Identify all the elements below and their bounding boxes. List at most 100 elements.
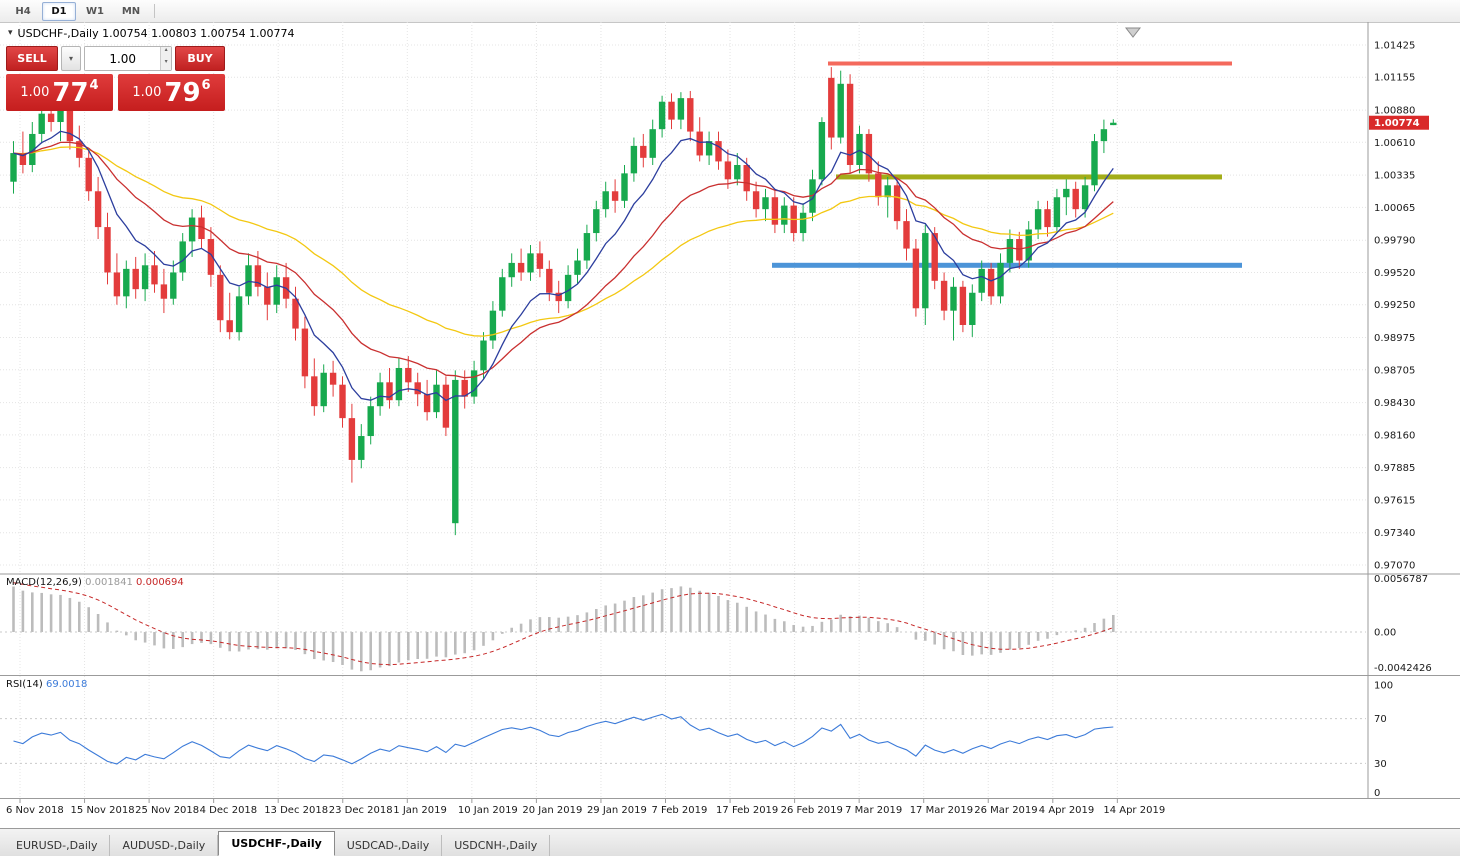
- svg-text:17 Mar 2019: 17 Mar 2019: [910, 805, 973, 816]
- buy-price-big: 79: [164, 77, 201, 108]
- support-line-blue[interactable]: [772, 262, 1242, 268]
- mid-level-line-olive[interactable]: [836, 174, 1222, 180]
- horizontal-level-lines[interactable]: [772, 61, 1242, 268]
- fast-ma-blue: [13, 130, 1114, 402]
- svg-text:0.97615: 0.97615: [1374, 495, 1415, 506]
- macd-panel: 0.0056787 0.00 -0.0042426: [0, 574, 1432, 674]
- sell-price-display[interactable]: 1.00 77 4: [6, 74, 113, 111]
- svg-text:25 Nov 2018: 25 Nov 2018: [135, 805, 199, 816]
- rsi-line: [13, 713, 1114, 765]
- macd-value: 0.001841: [85, 577, 133, 588]
- svg-text:14 Apr 2019: 14 Apr 2019: [1103, 805, 1165, 816]
- svg-text:1.00335: 1.00335: [1374, 171, 1415, 182]
- chart-tab-audusd[interactable]: AUDUSD-,Daily: [110, 835, 219, 856]
- svg-text:0.98160: 0.98160: [1374, 430, 1415, 441]
- volume-field: ▴ ▾: [84, 46, 172, 71]
- buy-price-sup: 6: [201, 78, 211, 93]
- svg-text:4 Dec 2018: 4 Dec 2018: [200, 805, 258, 816]
- rsi-panel: 100 70 30 0: [0, 681, 1393, 799]
- svg-text:0.98430: 0.98430: [1374, 398, 1415, 409]
- buy-button[interactable]: BUY: [175, 46, 225, 71]
- svg-text:29 Jan 2019: 29 Jan 2019: [587, 805, 647, 816]
- grid: [0, 22, 1366, 798]
- chart-tab-usdcad[interactable]: USDCAD-,Daily: [335, 835, 443, 856]
- toolbar-separator: [154, 4, 155, 18]
- volume-decrement-button[interactable]: ▾: [161, 58, 171, 70]
- current-price-tag: [1369, 115, 1429, 130]
- svg-text:23 Dec 2018: 23 Dec 2018: [329, 805, 393, 816]
- svg-text:0.98705: 0.98705: [1374, 365, 1415, 376]
- svg-text:0.98975: 0.98975: [1374, 333, 1415, 344]
- svg-text:30: 30: [1374, 759, 1387, 770]
- svg-text:1.00880: 1.00880: [1374, 106, 1415, 117]
- buy-price-prefix: 1.00: [132, 85, 162, 100]
- chart-shift-marker[interactable]: [1124, 27, 1142, 38]
- timeframe-button-h4[interactable]: H4: [15, 5, 31, 17]
- timeframe-toolbar: H4 D1 W1 MN: [0, 0, 1460, 23]
- sell-price-prefix: 1.00: [20, 85, 50, 100]
- sell-price-big: 77: [52, 77, 89, 108]
- chart-canvas[interactable]: 0.00567870.00-0.0042426100703001.014251.…: [0, 22, 1460, 828]
- svg-text:26 Mar 2019: 26 Mar 2019: [974, 805, 1037, 816]
- svg-text:0.99790: 0.99790: [1374, 236, 1415, 247]
- rsi-value: 69.0018: [45, 679, 88, 690]
- svg-text:0: 0: [1374, 788, 1380, 799]
- volume-increment-button[interactable]: ▴: [161, 47, 171, 59]
- timeframe-button-d1[interactable]: D1: [42, 1, 76, 21]
- svg-text:0.99250: 0.99250: [1374, 300, 1415, 311]
- chart-tab-usdchf[interactable]: USDCHF-,Daily: [218, 831, 335, 856]
- svg-text:-0.0042426: -0.0042426: [1374, 663, 1432, 674]
- chart-tab-usdcnh[interactable]: USDCNH-,Daily: [442, 835, 551, 856]
- price-axis[interactable]: 1.01425 1.01155 1.00880 1.00610 1.00335 1.000…: [1369, 41, 1429, 572]
- one-click-collapse-icon[interactable]: ▾: [8, 28, 13, 38]
- svg-text:100: 100: [1374, 681, 1393, 692]
- svg-text:1.00774: 1.00774: [1374, 118, 1420, 129]
- moving-averages: [13, 130, 1114, 402]
- slow-ma-yellow: [13, 146, 1114, 337]
- svg-text:1.00610: 1.00610: [1374, 138, 1415, 149]
- svg-text:0.00: 0.00: [1374, 628, 1396, 639]
- buy-price-display[interactable]: 1.00 79 6: [118, 74, 225, 111]
- macd-signal-value: 0.000694: [136, 577, 184, 588]
- timeframe-button-mn[interactable]: MN: [121, 5, 141, 17]
- sell-price-sup: 4: [89, 78, 99, 93]
- svg-text:20 Jan 2019: 20 Jan 2019: [522, 805, 582, 816]
- macd-signal-line: [13, 582, 1114, 666]
- svg-text:1.00065: 1.00065: [1374, 203, 1415, 214]
- svg-text:15 Nov 2018: 15 Nov 2018: [71, 805, 135, 816]
- rsi-name: RSI(14): [6, 679, 43, 690]
- candlesticks: [10, 67, 1117, 536]
- svg-text:0.97340: 0.97340: [1374, 528, 1415, 539]
- svg-text:0.97070: 0.97070: [1374, 560, 1415, 571]
- timeframe-button-w1[interactable]: W1: [86, 5, 104, 17]
- symbol-ohlc-info: ▾ USDCHF-,Daily 1.00754 1.00803 1.00754 …: [8, 27, 295, 40]
- time-axis[interactable]: 6 Nov 2018 15 Nov 2018 25 Nov 2018 4 Dec 20…: [6, 799, 1165, 816]
- svg-text:4 Apr 2019: 4 Apr 2019: [1039, 805, 1094, 816]
- volume-spinner: ▴ ▾: [160, 47, 171, 70]
- svg-text:0.99520: 0.99520: [1374, 268, 1415, 279]
- resistance-line-red[interactable]: [828, 61, 1232, 66]
- medium-ma-red: [13, 141, 1114, 379]
- svg-text:1 Jan 2019: 1 Jan 2019: [393, 805, 447, 816]
- volume-dropdown-button[interactable]: ▾: [61, 46, 81, 71]
- svg-text:0.97885: 0.97885: [1374, 463, 1415, 474]
- ohlc-text: USDCHF-,Daily 1.00754 1.00803 1.00754 1.…: [17, 27, 295, 40]
- chevron-down-icon: ▾: [68, 54, 73, 63]
- svg-text:17 Feb 2019: 17 Feb 2019: [716, 805, 778, 816]
- svg-text:13 Dec 2018: 13 Dec 2018: [264, 805, 328, 816]
- svg-text:70: 70: [1374, 714, 1387, 725]
- svg-text:0.0056787: 0.0056787: [1374, 574, 1428, 585]
- svg-text:1.01425: 1.01425: [1374, 41, 1415, 52]
- chart-tab-eurusd[interactable]: EURUSD-,Daily: [4, 835, 111, 856]
- macd-label: MACD(12,26,9) 0.001841 0.000694: [6, 577, 184, 588]
- svg-text:1.01155: 1.01155: [1374, 73, 1415, 84]
- svg-text:7 Feb 2019: 7 Feb 2019: [652, 805, 708, 816]
- sell-button[interactable]: SELL: [6, 46, 58, 71]
- svg-text:26 Feb 2019: 26 Feb 2019: [781, 805, 843, 816]
- svg-text:6 Nov 2018: 6 Nov 2018: [6, 805, 64, 816]
- volume-input[interactable]: [85, 47, 161, 70]
- svg-text:10 Jan 2019: 10 Jan 2019: [458, 805, 518, 816]
- macd-name: MACD(12,26,9): [6, 577, 82, 588]
